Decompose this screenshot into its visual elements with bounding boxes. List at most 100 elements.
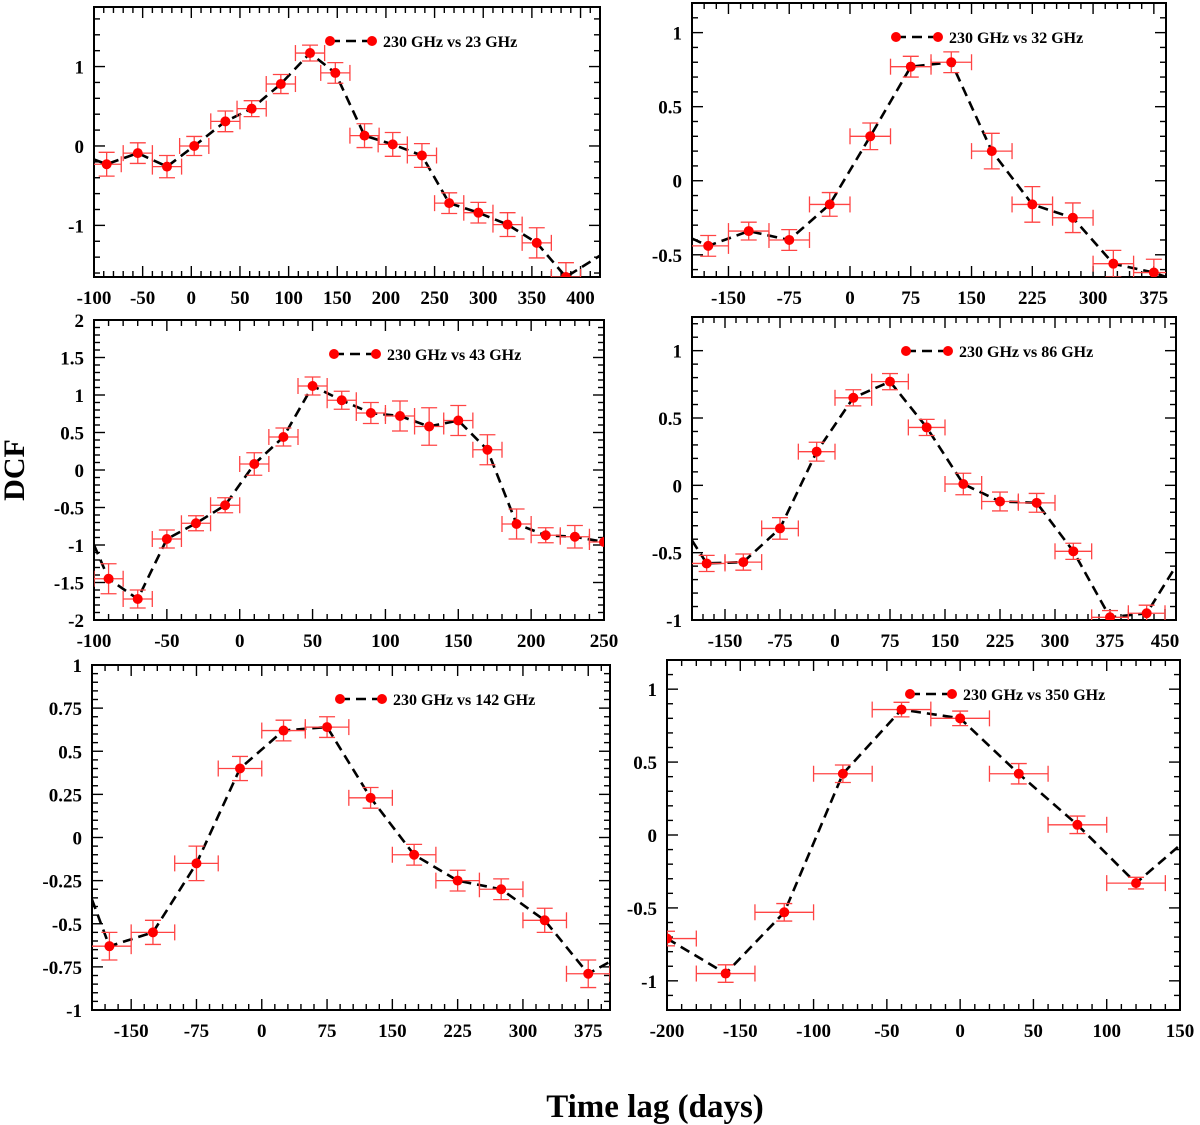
data-point — [409, 849, 420, 860]
y-tick-label: 0.5 — [633, 753, 657, 774]
plot-frame — [93, 319, 605, 621]
series-line — [92, 725, 610, 976]
y-tick-label: 0.5 — [60, 424, 84, 445]
data-point — [336, 395, 347, 406]
x-tick-label: 150 — [931, 631, 960, 652]
legend: 230 GHz vs 86 GHz — [901, 344, 1093, 361]
data-layer — [92, 716, 610, 989]
data-point — [482, 444, 493, 455]
legend: 230 GHz vs 32 GHz — [891, 30, 1083, 47]
legend-label: 230 GHz vs 32 GHz — [949, 30, 1083, 47]
x-tick-label: -150 — [708, 631, 743, 652]
axis-ticks — [91, 664, 610, 1011]
data-point — [896, 704, 907, 715]
x-tick-label: -100 — [77, 288, 112, 309]
data-point — [307, 381, 318, 391]
data-point — [1031, 497, 1042, 508]
data-point — [1067, 212, 1078, 223]
y-tick-label: 2 — [75, 311, 85, 332]
legend-marker — [335, 694, 345, 704]
data-point — [322, 722, 333, 733]
legend-marker — [901, 346, 911, 356]
x-tick-label: 350 — [518, 288, 547, 309]
data-point — [784, 234, 795, 245]
legend: 230 GHz vs 350 GHz — [905, 687, 1105, 704]
data-point — [249, 459, 260, 469]
x-tick-label: 75 — [881, 631, 900, 652]
y-tick-label: 1 — [673, 342, 683, 363]
x-tick-label: 150 — [378, 1021, 407, 1042]
data-point — [599, 537, 604, 547]
error-bar — [808, 191, 851, 217]
data-point — [583, 968, 594, 979]
data-point — [511, 519, 522, 529]
x-tick-label: -200 — [650, 1021, 685, 1042]
x-tick-label: 250 — [420, 288, 449, 309]
panel-1: -100 -50 0 50 100 150 200 250 300 350 400 -1 0 1 230 G… — [68, 6, 601, 309]
plot-frame — [666, 659, 1181, 1011]
y-tick-label: -0.5 — [652, 246, 682, 267]
x-tick-label: 0 — [235, 631, 245, 652]
data-point — [220, 116, 231, 127]
data-point — [220, 500, 231, 511]
data-point — [865, 131, 876, 142]
data-point — [848, 392, 859, 403]
x-tick-label: 150 — [323, 288, 352, 309]
data-point — [191, 858, 202, 869]
data-point — [1108, 258, 1119, 269]
y-tick-label: -2 — [68, 611, 84, 632]
data-point — [743, 226, 754, 237]
data-point — [531, 237, 542, 248]
x-tick-label: -75 — [777, 288, 802, 309]
data-point — [775, 523, 785, 534]
x-tick-label: 225 — [986, 631, 1015, 652]
data-point — [189, 140, 200, 151]
x-tick-label: -100 — [796, 1021, 831, 1042]
x-tick-label: 50 — [1024, 1021, 1043, 1042]
x-tick-label: -75 — [767, 631, 792, 652]
y-tick-label: 1 — [75, 58, 85, 79]
data-point — [1013, 768, 1024, 779]
legend-marker — [329, 349, 339, 359]
data-point — [539, 915, 550, 926]
series-line — [692, 380, 1176, 619]
legend-marker — [905, 689, 915, 699]
data-point — [824, 199, 835, 210]
data-point — [1148, 267, 1159, 277]
error-bar — [550, 262, 582, 277]
x-tick-label: 300 — [1079, 288, 1108, 309]
data-point — [1068, 546, 1079, 557]
data-point — [986, 146, 997, 157]
data-point — [1131, 878, 1142, 889]
y-tick-label: -0.5 — [52, 915, 82, 936]
data-point — [811, 446, 822, 457]
data-point — [905, 61, 916, 72]
data-point — [147, 927, 158, 938]
data-point — [453, 415, 464, 426]
y-tick-label: -1 — [68, 216, 84, 237]
x-tick-label: -100 — [77, 631, 112, 652]
y-tick-label: 0.5 — [58, 742, 82, 763]
x-tick-label: -50 — [130, 288, 155, 309]
data-point — [246, 103, 257, 114]
data-point — [278, 432, 289, 442]
axis-ticks — [666, 659, 1181, 1011]
data-point — [395, 411, 405, 421]
data-point — [103, 573, 114, 584]
panel-5: -150 -75 0 75 150 225 300 375 -1 -0.75 -0.5 -0.25 0 0… — [42, 656, 611, 1042]
plot-frame — [691, 2, 1167, 278]
data-point — [1027, 199, 1038, 210]
panel-6: -200 -150 -100 -50 0 50 100 150 -1 -0.5 0 0.5 1 230 G… — [627, 659, 1194, 1042]
panel-3: -100 -50 0 50 100 150 200 250 -2 -1.5 -1 -0.5 0 0.5 1 1… — [54, 311, 618, 652]
data-point — [540, 530, 551, 541]
panel-4: -150 -75 0 75 150 225 300 375 450 -1 -0.5 0 0.5 1 230 … — [652, 316, 1179, 652]
y-tick-label: -1 — [68, 536, 84, 557]
panel-2: -150 -75 0 75 150 225 300 375 -0.5 0 0.5 1 230 GHz v… — [652, 2, 1168, 309]
data-point — [132, 594, 143, 604]
legend-marker — [891, 32, 901, 42]
legend-marker — [367, 36, 377, 46]
data-point — [452, 875, 463, 886]
x-tick-label: 0 — [830, 631, 840, 652]
data-point — [1105, 612, 1115, 620]
